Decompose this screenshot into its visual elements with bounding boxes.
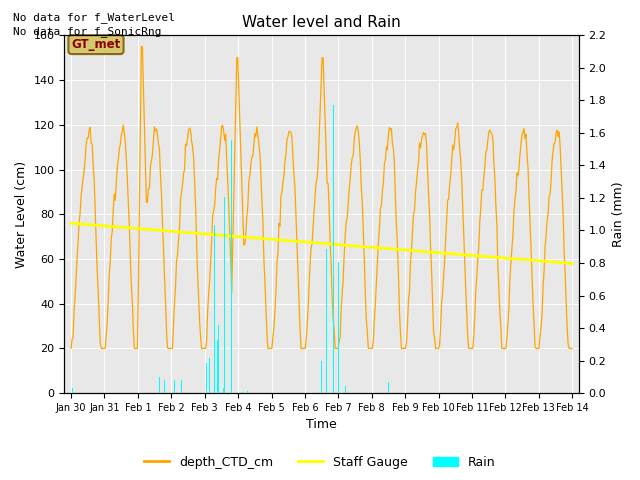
Title: Water level and Rain: Water level and Rain xyxy=(243,15,401,30)
Text: No data for f_WaterLevel: No data for f_WaterLevel xyxy=(13,12,175,23)
Y-axis label: Rain (mm): Rain (mm) xyxy=(612,181,625,247)
Y-axis label: Water Level (cm): Water Level (cm) xyxy=(15,161,28,268)
X-axis label: Time: Time xyxy=(307,419,337,432)
Text: GT_met: GT_met xyxy=(71,38,120,51)
Text: No data for f_SonicRng: No data for f_SonicRng xyxy=(13,26,161,37)
Legend: depth_CTD_cm, Staff Gauge, Rain: depth_CTD_cm, Staff Gauge, Rain xyxy=(140,451,500,474)
